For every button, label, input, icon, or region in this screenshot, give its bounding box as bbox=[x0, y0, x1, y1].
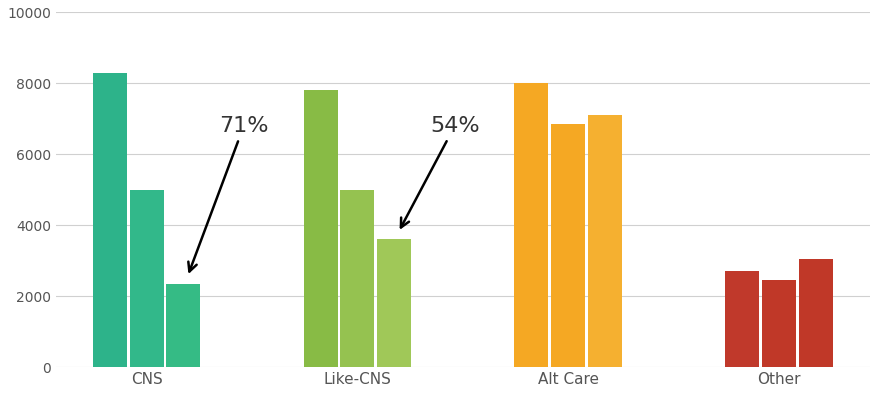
Bar bbox=[130, 190, 163, 367]
Bar bbox=[799, 259, 833, 367]
Bar bbox=[167, 284, 201, 367]
Bar bbox=[93, 73, 126, 367]
Bar bbox=[588, 115, 622, 367]
Bar bbox=[552, 124, 585, 367]
Bar bbox=[515, 84, 548, 367]
Bar bbox=[762, 280, 796, 367]
Bar bbox=[725, 271, 759, 367]
Text: 54%: 54% bbox=[401, 116, 480, 227]
Bar bbox=[340, 190, 374, 367]
Bar bbox=[303, 91, 338, 367]
Text: 71%: 71% bbox=[189, 116, 268, 271]
Bar bbox=[377, 240, 411, 367]
